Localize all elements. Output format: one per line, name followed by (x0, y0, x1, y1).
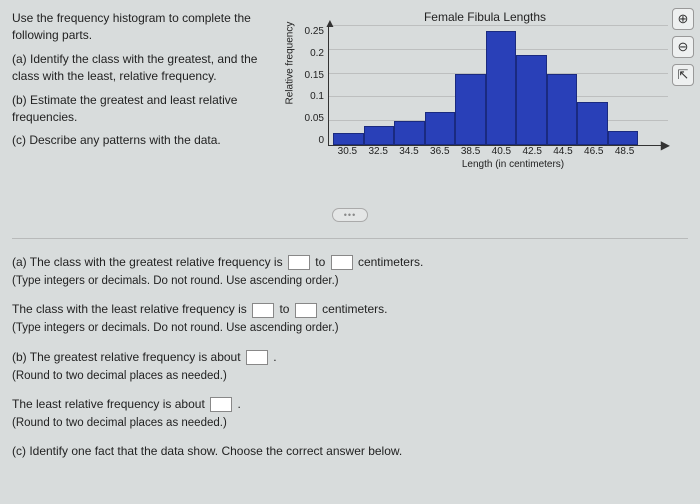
bar (516, 55, 547, 145)
x-tick: 42.5 (517, 146, 548, 157)
bars-container (333, 26, 638, 145)
part-c-text: (c) Describe any patterns with the data. (12, 132, 272, 149)
to-text: to (279, 302, 292, 316)
bar (608, 131, 639, 145)
a2-from-input[interactable] (252, 303, 274, 318)
c-text: (c) Identify one fact that the data show… (12, 444, 402, 458)
x-axis-ticks: 30.532.534.536.538.540.542.544.546.548.5 (328, 146, 668, 157)
b1-prefix: (b) The greatest relative frequency is a… (12, 350, 244, 364)
x-tick: 38.5 (455, 146, 486, 157)
collapse-pill[interactable]: ••• (332, 208, 368, 222)
y-axis-label: Relative frequency (285, 88, 296, 104)
histogram-chart: Female Fibula Lengths Relative frequency… (282, 10, 688, 190)
a2-hint: (Type integers or decimals. Do not round… (12, 322, 339, 334)
bar (425, 112, 456, 145)
a2-to-input[interactable] (295, 303, 317, 318)
bar (577, 102, 608, 145)
x-tick: 34.5 (394, 146, 425, 157)
bar (333, 133, 364, 145)
period-text: . (273, 350, 276, 364)
bar (486, 31, 517, 145)
to-text: to (315, 255, 328, 269)
bar (547, 74, 578, 145)
cm-text: centimeters. (322, 302, 387, 316)
chart-title: Female Fibula Lengths (282, 10, 688, 24)
a1-prefix: (a) The class with the greatest relative… (12, 255, 286, 269)
x-arrow-icon: ▶ (661, 138, 670, 152)
answers-block: (a) The class with the greatest relative… (12, 253, 688, 460)
x-tick: 44.5 (548, 146, 579, 157)
y-tick: 0.25 (298, 26, 324, 37)
x-tick: 32.5 (363, 146, 394, 157)
y-tick: 0.05 (298, 113, 324, 124)
zoom-in-icon[interactable]: ⊕ (672, 8, 694, 30)
b1-input[interactable] (246, 350, 268, 365)
plot-area: ▲ ▶ (328, 26, 668, 146)
a1-from-input[interactable] (288, 255, 310, 270)
bar (364, 126, 395, 145)
y-tick: 0.2 (298, 48, 324, 59)
side-toolbar: ⊕ ⊖ ⇱ (672, 8, 694, 86)
intro-text: Use the frequency histogram to complete … (12, 10, 272, 45)
y-tick: 0 (298, 135, 324, 146)
x-tick: 48.5 (609, 146, 640, 157)
b1-hint: (Round to two decimal places as needed.) (12, 370, 227, 382)
instructions-block: Use the frequency histogram to complete … (12, 10, 272, 190)
separator (12, 238, 688, 239)
y-axis-ticks: 0.25 0.2 0.15 0.1 0.05 0 (298, 26, 328, 146)
x-axis-label: Length (in centimeters) (328, 159, 668, 170)
a1-hint: (Type integers or decimals. Do not round… (12, 275, 339, 287)
bar (394, 121, 425, 145)
open-external-icon[interactable]: ⇱ (672, 64, 694, 86)
part-b-text: (b) Estimate the greatest and least rela… (12, 92, 272, 127)
period-text: . (237, 397, 240, 411)
a1-to-input[interactable] (331, 255, 353, 270)
x-tick: 36.5 (424, 146, 455, 157)
y-tick: 0.15 (298, 70, 324, 81)
x-tick: 46.5 (578, 146, 609, 157)
b2-input[interactable] (210, 397, 232, 412)
x-tick: 40.5 (486, 146, 517, 157)
b2-hint: (Round to two decimal places as needed.) (12, 417, 227, 429)
cm-text: centimeters. (358, 255, 423, 269)
a2-prefix: The class with the least relative freque… (12, 302, 250, 316)
x-tick: 30.5 (332, 146, 363, 157)
y-tick: 0.1 (298, 91, 324, 102)
zoom-out-icon[interactable]: ⊖ (672, 36, 694, 58)
bar (455, 74, 486, 145)
part-a-text: (a) Identify the class with the greatest… (12, 51, 272, 86)
b2-prefix: The least relative frequency is about (12, 397, 208, 411)
